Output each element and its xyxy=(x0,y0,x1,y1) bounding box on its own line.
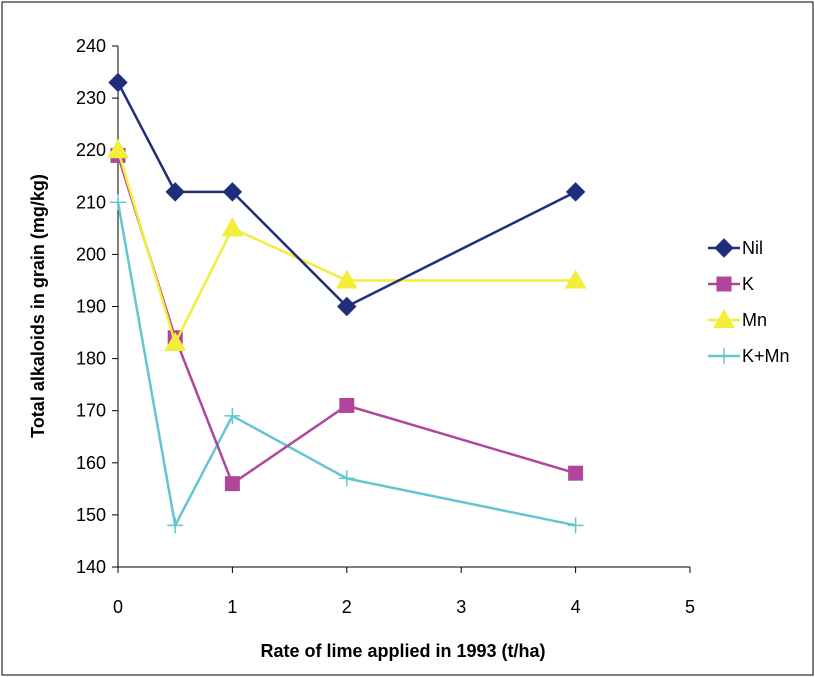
legend-marker-mn xyxy=(713,308,735,328)
legend-label-k-mn: K+Mn xyxy=(742,346,790,366)
x-tick-label: 3 xyxy=(456,597,466,617)
data-point-nil xyxy=(222,182,243,202)
x-tick-label: 1 xyxy=(227,597,237,617)
x-tick-label: 5 xyxy=(685,597,695,617)
y-tick-label: 220 xyxy=(76,140,106,160)
data-point-nil xyxy=(108,72,128,93)
legend-item-mn: Mn xyxy=(708,308,767,330)
data-point-k-mn xyxy=(567,517,584,534)
y-tick-label: 140 xyxy=(76,557,106,577)
data-point-nil xyxy=(165,182,185,202)
data-point-k-mn xyxy=(167,517,184,534)
legend-label-nil: Nil xyxy=(742,238,763,258)
legend-item-nil: Nil xyxy=(708,238,763,258)
y-tick-label: 200 xyxy=(76,244,106,264)
legend: Nil K Mn K+Mn xyxy=(708,238,790,366)
y-tick-label: 240 xyxy=(76,36,106,56)
legend-marker-nil xyxy=(714,238,734,258)
y-tick-label: 210 xyxy=(76,192,106,212)
legend-marker-k xyxy=(716,276,732,292)
axes: 140 150 160 170 180 190 200 210 220 230 240 0 1 2 3 4 5 xyxy=(76,36,695,617)
data-point-nil xyxy=(565,182,586,202)
y-tick-label: 150 xyxy=(76,505,106,525)
data-point-k xyxy=(339,397,355,413)
data-point-nil xyxy=(337,296,357,317)
y-axis-title: Total alkaloids in grain (mg/kg) xyxy=(28,174,48,438)
data-point-mn xyxy=(564,269,587,289)
data-point-k-mn xyxy=(110,194,126,211)
y-tick-label: 170 xyxy=(76,401,106,421)
legend-label-k: K xyxy=(742,274,754,294)
data-point-mn xyxy=(164,331,187,351)
y-tick-label: 190 xyxy=(76,297,106,317)
y-tick-label: 230 xyxy=(76,88,106,108)
series-mn xyxy=(107,139,587,351)
data-point-k xyxy=(224,476,240,492)
data-point-k xyxy=(568,465,584,481)
series-k-mn xyxy=(110,194,584,534)
x-tick-label: 2 xyxy=(342,597,352,617)
data-point-mn xyxy=(221,217,244,237)
x-axis-title: Rate of lime applied in 1993 (t/ha) xyxy=(260,641,545,661)
data-point-mn xyxy=(107,139,129,159)
y-tick-label: 160 xyxy=(76,453,106,473)
legend-item-k: K xyxy=(708,274,754,294)
series-nil xyxy=(108,72,586,317)
y-tick-label: 180 xyxy=(76,349,106,369)
legend-label-mn: Mn xyxy=(742,310,767,330)
data-point-k-mn xyxy=(224,407,241,424)
data-point-mn xyxy=(335,269,358,289)
x-tick-label: 4 xyxy=(571,597,581,617)
data-point-k-mn xyxy=(338,470,355,487)
series-layer xyxy=(107,72,587,534)
legend-item-k-mn: K+Mn xyxy=(708,346,790,366)
legend-marker-k-mn xyxy=(716,348,732,364)
x-tick-label: 0 xyxy=(113,597,123,617)
